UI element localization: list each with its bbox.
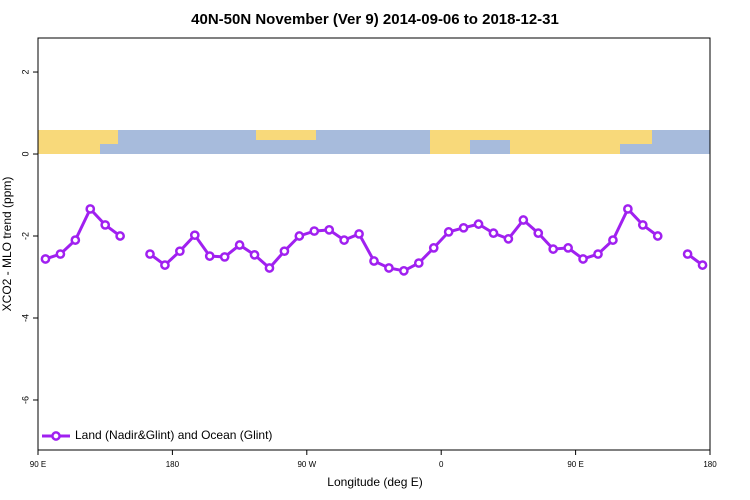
data-point [682, 249, 693, 259]
data-point [563, 243, 573, 253]
data-point [339, 235, 349, 245]
y-tick-label: 2 [20, 70, 30, 75]
data-point [503, 234, 514, 244]
data-point [100, 220, 111, 230]
data-point [533, 228, 544, 238]
data-point [145, 249, 155, 259]
data-point [608, 235, 618, 245]
data-point [623, 204, 633, 214]
data-point [294, 231, 305, 241]
y-axis-label: XCO2 - MLO trend (ppm) [0, 177, 14, 312]
data-point [55, 249, 66, 259]
x-axis-label: Longitude (deg E) [327, 475, 422, 489]
data-point [234, 240, 245, 250]
y-tick-label: -2 [20, 232, 30, 240]
y-tick-label: 0 [20, 152, 30, 157]
data-point [578, 254, 588, 264]
data-point [518, 215, 529, 225]
chart-title: 40N-50N November (Ver 9) 2014-09-06 to 2… [191, 11, 559, 28]
x-tick-label: 180 [166, 460, 180, 469]
plot-frame [37, 37, 711, 451]
data-point [443, 227, 454, 237]
data-point [249, 250, 260, 260]
data-point [219, 252, 230, 262]
x-tick-label: 180 [703, 460, 717, 469]
data-point [279, 246, 290, 257]
data-point [160, 260, 170, 270]
y-tick-label: -6 [20, 396, 30, 404]
data-point [204, 251, 215, 261]
data-point [309, 226, 320, 236]
data-point [264, 263, 275, 273]
map-strip [38, 130, 710, 154]
x-tick-label: 90 E [30, 460, 46, 469]
legend-label: Land (Nadir&Glint) and Ocean (Glint) [75, 428, 272, 442]
data-point [70, 235, 81, 245]
data-point [115, 231, 125, 241]
data-point [428, 243, 439, 253]
data-point [697, 260, 708, 270]
data-point [458, 222, 469, 233]
data-point [399, 266, 409, 276]
data-point [473, 219, 484, 229]
data-point [175, 246, 185, 257]
legend-marker [51, 431, 61, 441]
data-point [324, 225, 335, 235]
data-point [637, 220, 648, 230]
x-tick-label: 90 E [567, 460, 583, 469]
x-tick-label: 0 [439, 460, 444, 469]
data-point [354, 229, 364, 239]
data-point [40, 254, 51, 264]
data-point [548, 244, 559, 254]
data-point [384, 263, 394, 273]
data-point [593, 249, 603, 259]
data-point [369, 256, 379, 266]
data-point [85, 204, 96, 214]
x-tick-label: 90 W [297, 460, 316, 469]
data-point [189, 230, 200, 241]
data-point [488, 228, 499, 238]
data-point [413, 258, 424, 268]
data-point [652, 231, 663, 241]
y-tick-label: -4 [20, 314, 30, 322]
